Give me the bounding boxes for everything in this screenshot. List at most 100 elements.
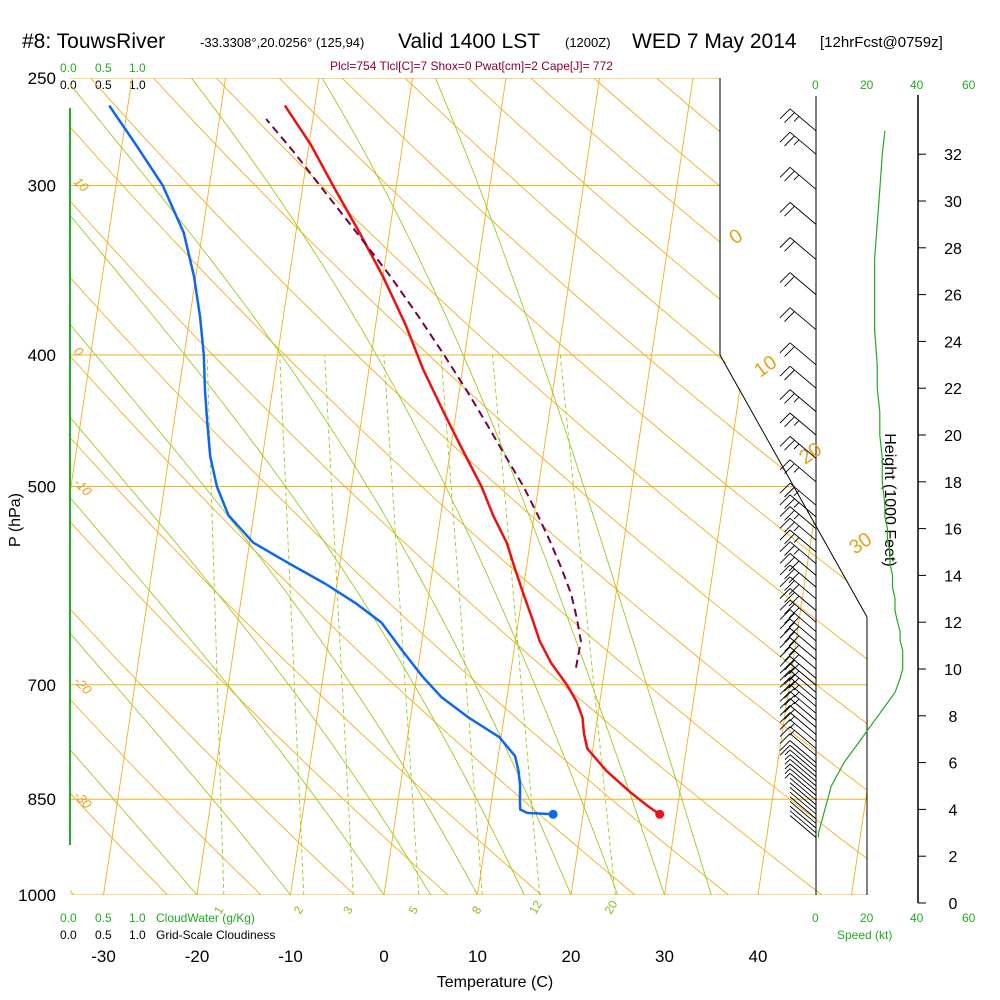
height-tick-label: 2 bbox=[949, 849, 958, 866]
wind-barb bbox=[789, 553, 817, 576]
dry-adiabat bbox=[0, 54, 7, 924]
wind-barb-feather bbox=[784, 346, 795, 357]
moist-adiabat bbox=[70, 78, 478, 895]
isotherm-line bbox=[103, 78, 226, 895]
isotherm-label-right: 10 bbox=[750, 351, 781, 382]
wind-barb-feather bbox=[788, 654, 800, 665]
wind-barb-feather bbox=[784, 749, 791, 756]
cloudwater-top-1: 0.5 bbox=[95, 61, 112, 75]
station-title: #8: TouwsRiver bbox=[22, 30, 165, 53]
wind-barb-feather bbox=[779, 618, 791, 630]
wind-barb-feather bbox=[789, 716, 795, 722]
wind-barb-feather bbox=[784, 763, 791, 770]
wind-barb bbox=[789, 494, 817, 518]
wind-barb-feather bbox=[784, 773, 791, 779]
wind-barb-feather bbox=[789, 730, 795, 736]
wind-barb-feather bbox=[784, 276, 795, 287]
wind-barb-feather bbox=[779, 564, 791, 576]
wind-barb bbox=[789, 541, 817, 565]
wind-barb-feather bbox=[779, 517, 791, 529]
wind-barb bbox=[789, 810, 817, 834]
wind-barb-feather bbox=[784, 240, 795, 252]
x-tick-label: -20 bbox=[185, 947, 210, 966]
wind-barb-feather bbox=[793, 396, 800, 403]
wind-barb-feather bbox=[779, 576, 791, 588]
dry-adiabat bbox=[255, 78, 867, 895]
mixing-ratio-label: 8 bbox=[469, 903, 485, 916]
wind-barb-feather bbox=[779, 166, 791, 178]
wind-barb-feather bbox=[779, 459, 791, 471]
wind-barb bbox=[789, 782, 817, 806]
isotherm-label: 0 bbox=[71, 344, 87, 360]
wind-barb bbox=[789, 815, 817, 838]
valid-date: WED 7 May 2014 bbox=[632, 30, 797, 53]
wind-barb-feather bbox=[779, 627, 791, 639]
speed-top-2: 40 bbox=[910, 78, 924, 92]
wind-barb-feather bbox=[779, 677, 791, 688]
x-tick-label: 0 bbox=[379, 947, 388, 966]
wind-barb bbox=[789, 763, 817, 787]
wind-barb bbox=[789, 482, 817, 506]
wind-barb-feather bbox=[779, 744, 791, 756]
p-tick-label: 400 bbox=[28, 346, 56, 365]
wind-barb-feather bbox=[784, 311, 795, 322]
x-tick-label: 40 bbox=[749, 947, 768, 966]
dry-adiabat bbox=[193, 78, 867, 895]
isotherm-line bbox=[477, 78, 600, 895]
speed-top-1: 20 bbox=[860, 78, 874, 92]
dry-adiabat bbox=[441, 78, 867, 895]
wind-barb-feather bbox=[793, 525, 800, 532]
wind-barb bbox=[789, 796, 817, 820]
wind-barb bbox=[789, 787, 817, 810]
moist-adiabat bbox=[70, 78, 432, 895]
mixing-ratio-line bbox=[492, 354, 541, 895]
wind-barb-feather bbox=[779, 656, 791, 667]
dry-adiabat bbox=[70, 78, 292, 895]
zulu-time: (1200Z) bbox=[565, 35, 611, 50]
dry-adiabat bbox=[70, 78, 481, 895]
wind-barb-feather bbox=[793, 537, 800, 543]
cloudwater-bottom-1: 0.5 bbox=[95, 911, 112, 925]
wind-barb-feather bbox=[779, 365, 791, 377]
dry-adiabat bbox=[70, 78, 867, 895]
wind-barb-feather bbox=[793, 691, 800, 698]
dry-adiabat bbox=[70, 78, 576, 895]
wind-barb-feather bbox=[784, 568, 795, 580]
height-tick-label: 4 bbox=[949, 802, 958, 819]
parcel-parameters: Plcl=754 Tlcl[C]=7 Shox=0 Pwat[cm]=2 Cap… bbox=[330, 59, 613, 73]
wind-barb-feather bbox=[793, 420, 800, 426]
wind-barb-feather bbox=[779, 412, 791, 424]
wind-speed-profile bbox=[817, 130, 904, 838]
valid-time: Valid 1400 LST bbox=[398, 30, 540, 53]
station-coords: -33.3308°,20.0256° (125,94) bbox=[200, 35, 364, 50]
height-tick-label: 24 bbox=[944, 334, 962, 351]
p-tick-label: 500 bbox=[28, 478, 56, 497]
wind-barb-feather bbox=[779, 670, 791, 681]
wind-barb bbox=[789, 733, 817, 756]
wind-barb-feather bbox=[784, 631, 795, 643]
x-tick-label: -30 bbox=[91, 947, 116, 966]
speed-label: Speed (kt) bbox=[837, 928, 892, 942]
wind-barb-feather bbox=[784, 556, 795, 568]
wind-barb-feather bbox=[784, 591, 795, 603]
cloudwater-top-2: 1.0 bbox=[129, 61, 146, 75]
wind-barb-feather bbox=[784, 622, 795, 634]
mixing-ratio-line bbox=[324, 354, 354, 895]
wind-barb-feather bbox=[779, 108, 791, 120]
moist-adiabat bbox=[314, 78, 665, 895]
wind-barb-feather bbox=[779, 698, 791, 709]
isotherm-label: -10 bbox=[71, 475, 95, 499]
moist-adiabat bbox=[70, 78, 198, 895]
cloudiness-bottom-2: 1.0 bbox=[129, 928, 146, 942]
x-tick-label: -10 bbox=[278, 947, 303, 966]
mixing-ratio-label: 3 bbox=[340, 903, 356, 916]
wind-barb-feather bbox=[779, 541, 791, 553]
forecast-label: [12hrFcst@0759z] bbox=[820, 34, 943, 51]
wind-barb-feather bbox=[779, 588, 791, 599]
height-axis-title: Height (1000 Feet) bbox=[881, 433, 898, 566]
dry-adiabat bbox=[70, 78, 867, 895]
wind-barb-feather bbox=[784, 650, 795, 662]
wind-barb-feather bbox=[779, 529, 791, 541]
p-tick-label: 300 bbox=[28, 176, 56, 195]
mixing-ratio-line bbox=[383, 354, 420, 895]
